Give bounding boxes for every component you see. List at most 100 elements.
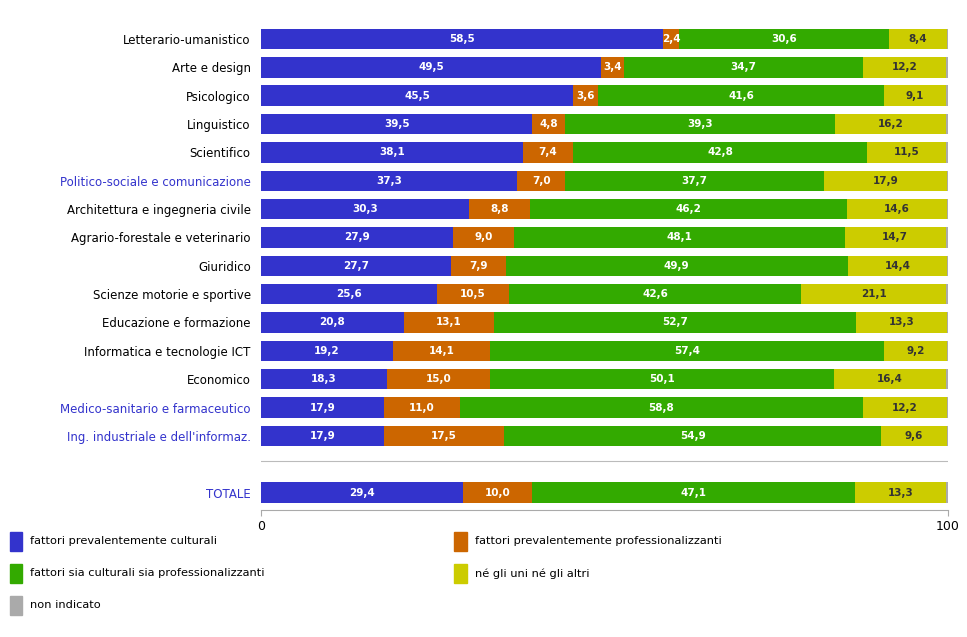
- Bar: [566, 114, 835, 134]
- Text: 46,2: 46,2: [675, 204, 701, 214]
- Bar: [506, 255, 848, 276]
- Bar: [947, 114, 948, 134]
- Text: 16,4: 16,4: [877, 374, 903, 384]
- Text: 17,9: 17,9: [872, 176, 898, 186]
- Text: 27,9: 27,9: [344, 233, 369, 243]
- Bar: [947, 142, 948, 162]
- Text: 9,2: 9,2: [906, 346, 924, 356]
- Bar: [459, 397, 864, 418]
- Bar: [532, 114, 566, 134]
- Text: 13,3: 13,3: [888, 487, 914, 497]
- Bar: [847, 199, 947, 219]
- Text: 11,5: 11,5: [894, 147, 920, 157]
- Text: 7,0: 7,0: [532, 176, 550, 186]
- Text: 29,4: 29,4: [349, 487, 375, 497]
- Bar: [261, 142, 523, 162]
- Text: 9,6: 9,6: [905, 431, 923, 441]
- Bar: [881, 426, 947, 446]
- Bar: [802, 284, 947, 304]
- Bar: [261, 482, 463, 503]
- Bar: [946, 227, 948, 248]
- Text: 47,1: 47,1: [681, 487, 706, 497]
- Bar: [947, 482, 948, 503]
- Bar: [261, 227, 453, 248]
- Text: 3,6: 3,6: [576, 90, 595, 101]
- Text: 11,0: 11,0: [409, 403, 434, 413]
- Text: 58,8: 58,8: [649, 403, 674, 413]
- Bar: [855, 482, 947, 503]
- Bar: [261, 199, 469, 219]
- Text: fattori prevalentemente professionalizzanti: fattori prevalentemente professionalizza…: [475, 536, 721, 547]
- Bar: [890, 29, 947, 49]
- Text: 14,7: 14,7: [882, 233, 908, 243]
- Bar: [404, 312, 494, 333]
- Bar: [947, 57, 948, 78]
- Bar: [566, 171, 824, 191]
- Bar: [867, 142, 947, 162]
- Bar: [261, 114, 532, 134]
- Text: 13,1: 13,1: [436, 317, 461, 327]
- Text: 52,7: 52,7: [661, 317, 688, 327]
- Text: 41,6: 41,6: [728, 90, 754, 101]
- Bar: [494, 312, 856, 333]
- Text: 57,4: 57,4: [674, 346, 700, 356]
- Bar: [261, 255, 452, 276]
- Text: 10,5: 10,5: [460, 289, 485, 299]
- Text: 9,1: 9,1: [906, 90, 924, 101]
- Bar: [824, 171, 947, 191]
- Bar: [863, 57, 947, 78]
- Text: 14,1: 14,1: [428, 346, 454, 356]
- Text: 18,3: 18,3: [311, 374, 337, 384]
- Text: 42,8: 42,8: [708, 147, 733, 157]
- Text: 9,0: 9,0: [475, 233, 493, 243]
- Bar: [453, 227, 514, 248]
- Text: 17,5: 17,5: [431, 431, 457, 441]
- Bar: [523, 142, 573, 162]
- Text: 49,9: 49,9: [664, 261, 689, 271]
- Bar: [261, 85, 573, 106]
- Text: 20,8: 20,8: [320, 317, 345, 327]
- Bar: [884, 341, 947, 361]
- Text: 45,5: 45,5: [404, 90, 430, 101]
- Bar: [489, 369, 834, 389]
- Bar: [625, 57, 863, 78]
- Bar: [384, 426, 504, 446]
- Text: né gli uni né gli altri: né gli uni né gli altri: [475, 568, 589, 578]
- Bar: [532, 482, 855, 503]
- Text: 37,3: 37,3: [376, 176, 402, 186]
- Text: 7,4: 7,4: [539, 147, 557, 157]
- Text: 7,9: 7,9: [469, 261, 487, 271]
- Bar: [452, 255, 506, 276]
- Text: 39,5: 39,5: [384, 119, 409, 129]
- Text: 39,3: 39,3: [688, 119, 713, 129]
- Text: 49,5: 49,5: [418, 62, 444, 73]
- Text: 14,6: 14,6: [884, 204, 910, 214]
- Bar: [835, 114, 947, 134]
- Bar: [261, 57, 601, 78]
- Bar: [514, 227, 845, 248]
- Bar: [573, 85, 599, 106]
- Bar: [261, 29, 662, 49]
- Text: 16,2: 16,2: [878, 119, 903, 129]
- Bar: [509, 284, 802, 304]
- Bar: [856, 312, 947, 333]
- Bar: [504, 426, 881, 446]
- Text: 48,1: 48,1: [666, 233, 692, 243]
- Text: 25,6: 25,6: [337, 289, 362, 299]
- Text: 8,4: 8,4: [909, 34, 927, 44]
- Text: 54,9: 54,9: [680, 431, 706, 441]
- Text: 30,3: 30,3: [352, 204, 378, 214]
- Text: 34,7: 34,7: [730, 62, 756, 73]
- Bar: [530, 199, 847, 219]
- Text: non indicato: non indicato: [30, 600, 101, 610]
- Text: fattori sia culturali sia professionalizzanti: fattori sia culturali sia professionaliz…: [30, 568, 265, 578]
- Text: 2,4: 2,4: [661, 34, 681, 44]
- Text: 15,0: 15,0: [425, 374, 451, 384]
- Text: 12,2: 12,2: [893, 403, 918, 413]
- Text: 10,0: 10,0: [484, 487, 511, 497]
- Text: 27,7: 27,7: [343, 261, 369, 271]
- Bar: [261, 284, 437, 304]
- Text: 13,3: 13,3: [889, 317, 914, 327]
- Text: 38,1: 38,1: [379, 147, 405, 157]
- Text: 4,8: 4,8: [540, 119, 558, 129]
